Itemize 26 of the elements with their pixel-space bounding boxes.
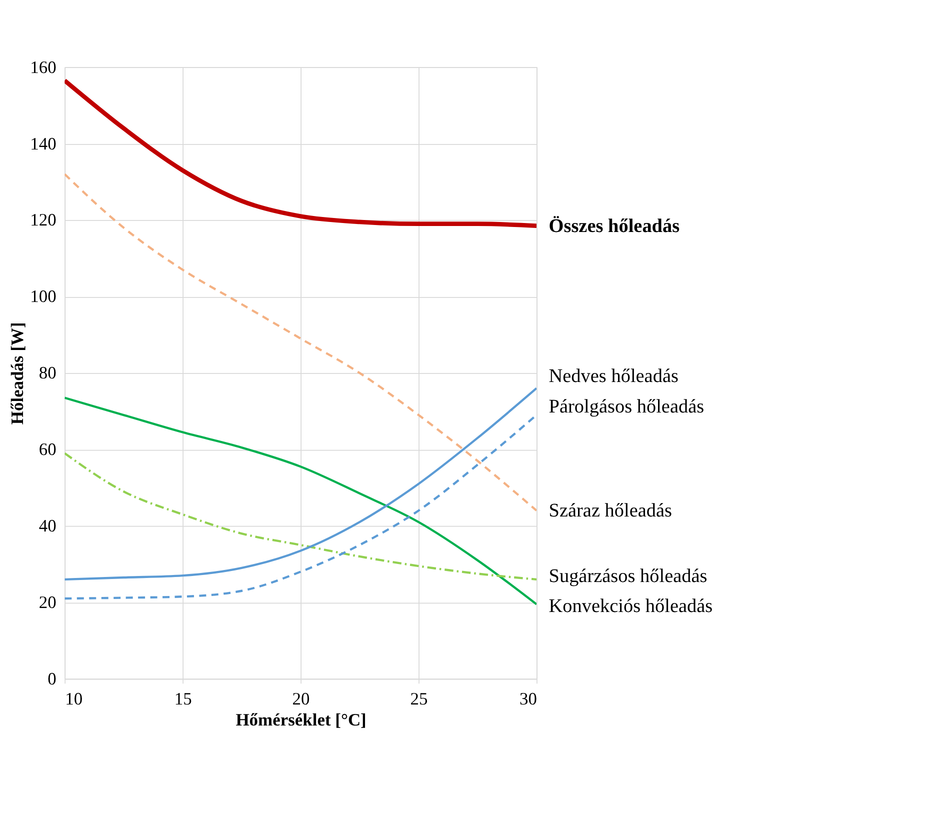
- x-tick-label: 20: [292, 688, 310, 709]
- line-series: [64, 173, 537, 512]
- y-tick-label: 100: [30, 286, 57, 306]
- y-tick-label: 80: [38, 362, 57, 383]
- series-label: Összes hőleadás: [548, 216, 680, 237]
- line-series: [64, 452, 537, 581]
- y-tick-label: 160: [30, 56, 57, 77]
- x-tick-label: 15: [174, 688, 192, 709]
- y-tick-label: 20: [38, 592, 57, 612]
- x-tick-label: 25: [410, 688, 428, 709]
- line-series: [64, 387, 537, 581]
- series-label: Száraz hőleadás: [548, 500, 672, 522]
- series-label: Párolgásos hőleadás: [548, 396, 704, 418]
- series-label: Nedves hőleadás: [548, 366, 678, 388]
- y-tick-label: 40: [38, 516, 57, 536]
- y-tick-label: 60: [38, 439, 57, 460]
- line-series: [64, 78, 537, 228]
- y-tick-label: 140: [30, 133, 57, 154]
- series-label: Sugárzásos hőleadás: [548, 566, 708, 588]
- y-tick-label: 120: [30, 210, 57, 230]
- x-tick-label: 10: [65, 688, 83, 709]
- y-tick-label: 0: [48, 668, 57, 688]
- x-tick-label: 30: [520, 688, 538, 709]
- y-axis-title: Hőleadás [W]: [7, 322, 28, 425]
- x-axis-title: Hőmérséklet [°C]: [236, 710, 366, 730]
- series-label: Konvekciós hőleadás: [548, 596, 713, 618]
